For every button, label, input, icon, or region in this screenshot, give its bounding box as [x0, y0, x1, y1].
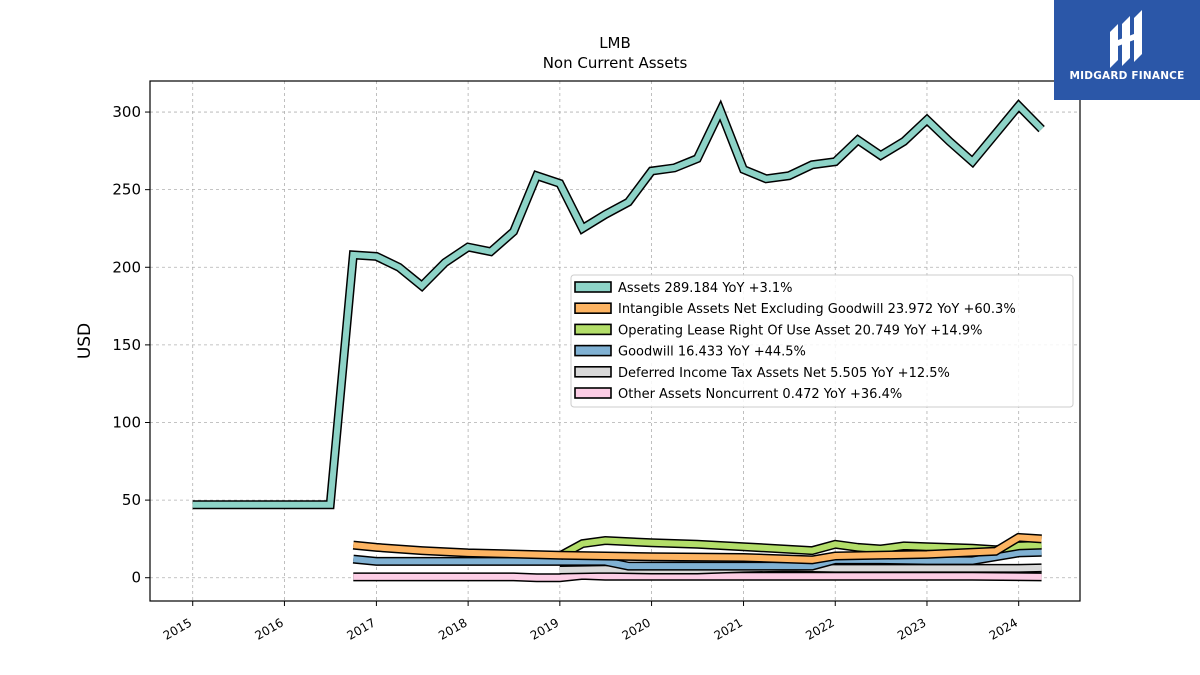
series-line	[192, 101, 1044, 508]
legend-swatch	[574, 281, 612, 293]
legend-label: Goodwill 16.433 YoY +44.5%	[618, 345, 806, 360]
x-tick-label: 2019	[528, 615, 561, 642]
y-tick-label: 250	[112, 181, 141, 199]
x-tick-label: 2018	[436, 615, 469, 642]
x-tick-label: 2017	[344, 615, 377, 642]
legend-swatch	[574, 387, 612, 399]
legend-label: Assets 289.184 YoY +3.1%	[618, 281, 793, 296]
y-tick-label: 150	[112, 336, 141, 354]
legend-box	[570, 274, 1074, 408]
series-line	[353, 549, 1042, 570]
legend-swatch	[574, 323, 612, 336]
series-1	[352, 532, 1042, 565]
y-tick-label: 300	[112, 103, 141, 121]
x-tick-label: 2020	[620, 615, 653, 642]
x-tick-label: 2023	[895, 615, 928, 642]
series-5	[353, 570, 1042, 583]
y-tick-label: 0	[131, 569, 141, 587]
legend: Assets 289.184 YoY +3.1% Intangible Asset…	[570, 274, 1074, 408]
legend-swatch	[574, 365, 612, 378]
midgard-finance-logo: MIDGARD FINANCE	[1054, 0, 1200, 100]
plot-frame	[149, 80, 1081, 602]
y-tick-label: 100	[112, 413, 141, 431]
legend-label: Deferred Income Tax Assets Net 5.505 YoY…	[618, 366, 950, 381]
x-tick-label: 2022	[803, 615, 836, 642]
series-line	[353, 572, 1042, 581]
x-tick-label: 2015	[161, 615, 194, 642]
series-3	[352, 547, 1042, 571]
x-tick-label: 2021	[712, 615, 745, 642]
x-tick-label: 2024	[987, 615, 1020, 642]
y-axis-label: USD	[75, 323, 95, 359]
legend-label: Intangible Assets Net Excluding Goodwill…	[618, 302, 1016, 317]
midgard-logo-icon	[1110, 10, 1142, 68]
y-tick-label: 200	[112, 258, 141, 276]
chart-subtitle: Non Current Assets	[543, 54, 688, 72]
series-layer	[192, 99, 1045, 583]
series-0	[192, 99, 1045, 510]
legend-swatch	[574, 344, 612, 357]
y-tick-label: 50	[122, 491, 141, 509]
chart-title: LMB	[599, 34, 631, 52]
logo-text: MIDGARD FINANCE	[1069, 70, 1185, 82]
x-tick-label: 2016	[252, 615, 285, 642]
legend-label: Other Assets Noncurrent 0.472 YoY +36.4%	[618, 387, 902, 402]
series-line	[353, 534, 1042, 563]
legend-label: Operating Lease Right Of Use Asset 20.74…	[618, 323, 982, 338]
legend-swatch	[574, 302, 612, 315]
